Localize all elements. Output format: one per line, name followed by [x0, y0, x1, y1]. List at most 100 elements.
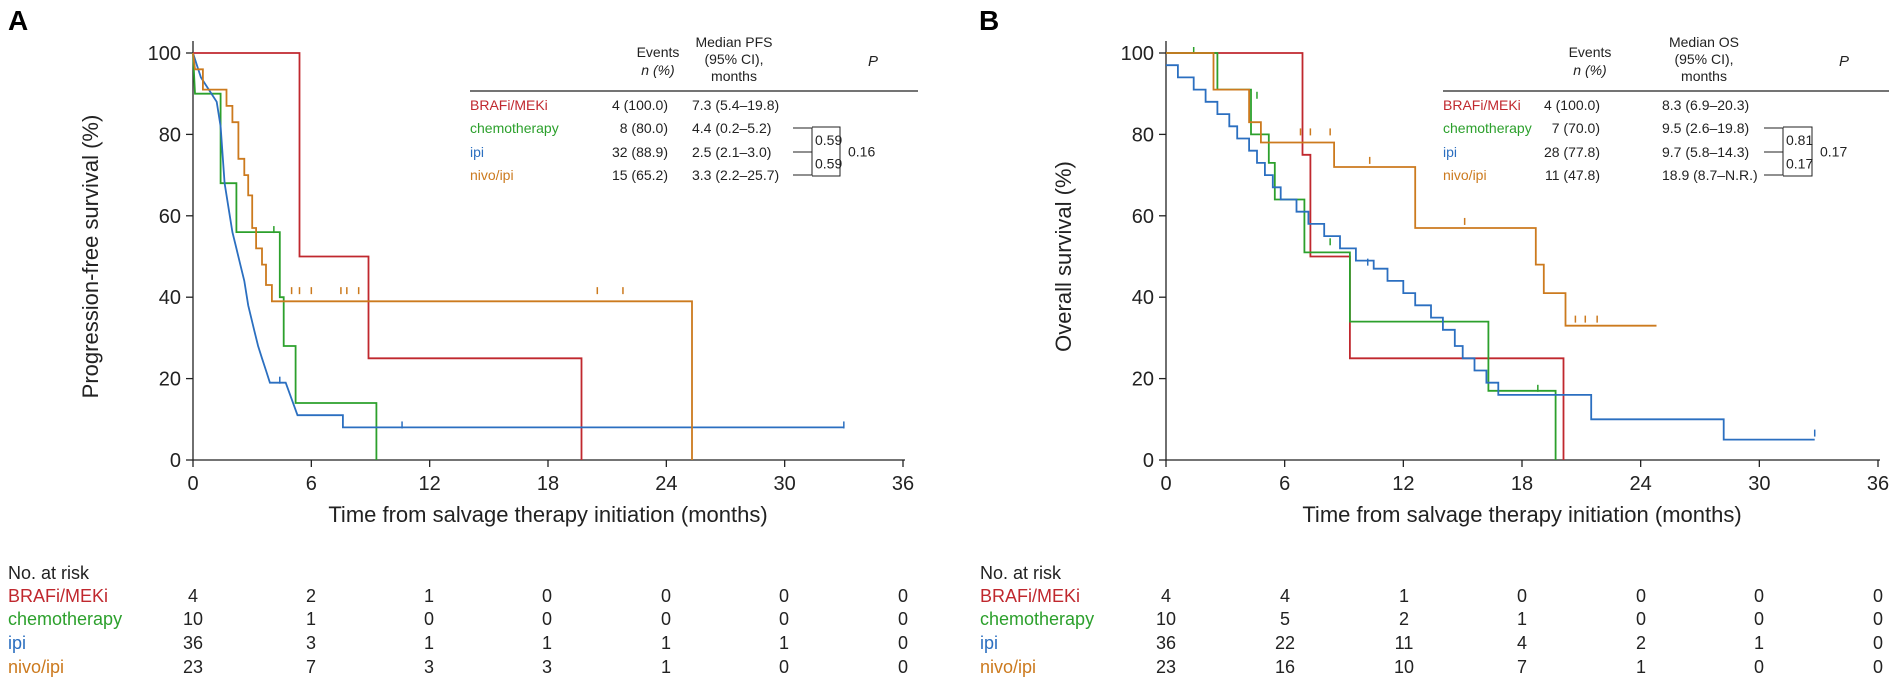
table-row-name: BRAFi/MEKi	[470, 97, 548, 113]
risk-cell: 0	[661, 586, 671, 606]
table-row-median: 8.3 (6.9–20.3)	[1662, 97, 1749, 113]
y-tick-label: 20	[1132, 369, 1154, 391]
risk-cell: 10	[1156, 609, 1176, 629]
y-tick-label: 80	[1132, 124, 1154, 146]
x-tick-label: 18	[1511, 473, 1533, 495]
risk-cell: 23	[1156, 657, 1176, 677]
table-row-events: 15 (65.2)	[612, 167, 668, 183]
risk-cell: 1	[424, 633, 434, 653]
risk-row-label: nivo/ipi	[8, 657, 64, 677]
risk-cell: 0	[1873, 633, 1883, 653]
risk-cell: 1	[779, 633, 789, 653]
risk-cell: 7	[1517, 657, 1527, 677]
bracket-ipi-nivoipi	[1764, 151, 1784, 176]
bracket-ipi-nivoipi	[793, 151, 813, 176]
x-tick-label: 0	[187, 473, 198, 495]
risk-cell: 4	[1161, 586, 1171, 606]
table-row-median: 9.5 (2.6–19.8)	[1662, 120, 1749, 136]
table-row-median: 4.4 (0.2–5.2)	[692, 120, 771, 136]
risk-cell: 7	[306, 657, 316, 677]
panel-label: A	[8, 5, 28, 36]
risk-row-label: nivo/ipi	[980, 657, 1036, 677]
table-row-events: 28 (77.8)	[1544, 144, 1600, 160]
risk-cell: 3	[306, 633, 316, 653]
km-curve-brafi-meki	[1166, 52, 1565, 460]
x-tick-label: 18	[537, 473, 559, 495]
risk-cell: 11	[1395, 633, 1414, 653]
y-tick-label: 20	[159, 369, 181, 391]
table-header-p: P	[1839, 53, 1849, 70]
x-tick-label: 36	[892, 473, 914, 495]
y-tick-label: 80	[159, 124, 181, 146]
risk-cell: 0	[898, 657, 908, 677]
risk-cell: 0	[1754, 609, 1764, 629]
table-header-median-2: (95% CI),	[1674, 51, 1733, 67]
risk-cell: 4	[1517, 633, 1527, 653]
table-row-median: 9.7 (5.8–14.3)	[1662, 144, 1749, 160]
risk-cell: 3	[424, 657, 434, 677]
bracket-chemo-ipi	[793, 127, 813, 153]
table-row-name: chemotherapy	[1443, 120, 1532, 136]
table-header-median-3: months	[1681, 68, 1727, 84]
km-curve-ipi	[1166, 64, 1815, 441]
table-header-median-1: Median OS	[1669, 34, 1739, 50]
risk-cell: 2	[1399, 609, 1409, 629]
table-row-name: ipi	[1443, 144, 1457, 160]
table-header-p: P	[868, 53, 878, 70]
table-header-median-2: (95% CI),	[704, 51, 763, 67]
x-tick-label: 12	[419, 473, 441, 495]
risk-row-label: chemotherapy	[980, 609, 1094, 629]
risk-cell: 23	[183, 657, 203, 677]
p-value-ipi-nivoipi: 0.59	[815, 156, 842, 172]
risk-table-title: No. at risk	[980, 563, 1062, 583]
risk-cell: 0	[1636, 609, 1646, 629]
table-row-median: 2.5 (2.1–3.0)	[692, 144, 771, 160]
risk-cell: 0	[1754, 586, 1764, 606]
y-tick-label: 0	[1143, 450, 1154, 472]
km-curve-brafi-meki	[193, 52, 583, 460]
p-value-chemo-ipi: 0.59	[815, 132, 842, 148]
table-row-events: 4 (100.0)	[1544, 97, 1600, 113]
risk-cell: 0	[1873, 609, 1883, 629]
risk-cell: 0	[779, 609, 789, 629]
risk-cell: 1	[1754, 633, 1764, 653]
risk-cell: 0	[1754, 657, 1764, 677]
table-header-events: Events	[1569, 44, 1612, 60]
risk-cell: 0	[542, 609, 552, 629]
risk-cell: 1	[1517, 609, 1527, 629]
risk-cell: 1	[542, 633, 552, 653]
table-row-events: 11 (47.8)	[1545, 167, 1600, 183]
table-row-events: 7 (70.0)	[1552, 120, 1600, 136]
table-row-name: BRAFi/MEKi	[1443, 97, 1521, 113]
risk-cell: 0	[779, 586, 789, 606]
table-row-name: nivo/ipi	[1443, 167, 1487, 183]
risk-cell: 0	[1873, 586, 1883, 606]
y-tick-label: 40	[1132, 287, 1154, 309]
panel-label: B	[979, 5, 999, 36]
x-tick-label: 6	[1279, 473, 1290, 495]
y-tick-label: 100	[148, 43, 181, 65]
risk-cell: 4	[1280, 586, 1290, 606]
y-tick-label: 60	[1132, 206, 1154, 228]
risk-row-label: ipi	[980, 633, 998, 653]
km-curve-ipi	[192, 52, 844, 429]
x-tick-label: 12	[1392, 473, 1414, 495]
x-axis-label: Time from salvage therapy initiation (mo…	[1302, 502, 1741, 527]
risk-cell: 0	[661, 609, 671, 629]
y-tick-label: 40	[159, 287, 181, 309]
x-tick-label: 30	[1748, 473, 1770, 495]
y-axis-label: Overall survival (%)	[1051, 161, 1076, 352]
risk-cell: 1	[424, 586, 434, 606]
risk-cell: 2	[306, 586, 316, 606]
risk-cell: 0	[1873, 657, 1883, 677]
x-tick-label: 24	[655, 473, 677, 495]
table-row-name: chemotherapy	[470, 120, 559, 136]
table-row-name: ipi	[470, 144, 484, 160]
table-row-name: nivo/ipi	[470, 167, 514, 183]
risk-cell: 3	[542, 657, 552, 677]
risk-cell: 0	[424, 609, 434, 629]
table-row-events: 4 (100.0)	[612, 97, 668, 113]
